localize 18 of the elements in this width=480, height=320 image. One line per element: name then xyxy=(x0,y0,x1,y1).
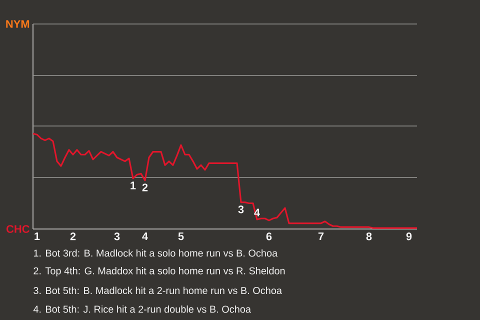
text: CHC xyxy=(6,225,30,233)
text: 1. Bot 3rd: B. Madlock hit a solo home run vs B. Ochoa xyxy=(34,249,278,257)
text: 4. Bot 5th: J. Rice hit a 2-run double vs B. Ochoa xyxy=(33,305,251,313)
x-tick-label: 1 xyxy=(34,232,40,240)
x-tick-label: 8 xyxy=(366,232,372,240)
x-tick-label: 3 xyxy=(114,232,120,240)
text: 3. Bot 5th: B. Madlock hit a 2-run home run vs B. Ochoa xyxy=(34,286,282,294)
x-tick-label: 7 xyxy=(318,232,324,240)
x-tick-label: 5 xyxy=(178,232,184,240)
text: 2. Top 4th: G. Maddox hit a solo home run vs R. Sheldon xyxy=(34,267,285,276)
x-tick-label: 9 xyxy=(406,232,412,240)
x-tick-label: 2 xyxy=(70,232,76,240)
annotation: 1 xyxy=(130,182,136,190)
x-tick-label: 4 xyxy=(142,232,148,240)
annotation: 2 xyxy=(142,184,148,192)
annotation: 3 xyxy=(238,206,244,214)
text: NYM xyxy=(6,20,30,28)
x-tick-label: 6 xyxy=(266,232,272,240)
